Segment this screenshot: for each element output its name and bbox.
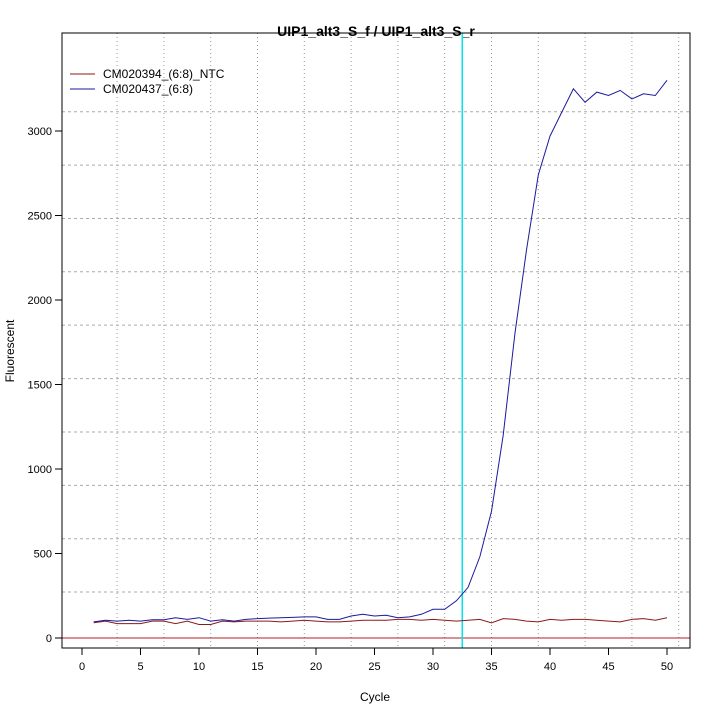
x-tick-label: 20 bbox=[310, 661, 322, 673]
y-tick-label: 3000 bbox=[28, 126, 52, 138]
x-tick-label: 35 bbox=[485, 661, 497, 673]
x-tick-label: 45 bbox=[602, 661, 614, 673]
chart-title: UIP1_alt3_S_f / UIP1_alt3_S_r bbox=[277, 23, 475, 39]
series-line-0 bbox=[93, 617, 668, 625]
y-tick-label: 0 bbox=[46, 633, 52, 645]
x-tick-label: 15 bbox=[251, 661, 263, 673]
y-tick-label: 2000 bbox=[28, 295, 52, 307]
x-tick-label: 5 bbox=[137, 661, 143, 673]
x-tick-label: 30 bbox=[427, 661, 439, 673]
legend-label-sample: CM020437_(6:8) bbox=[103, 82, 193, 96]
y-tick-label: 1000 bbox=[28, 464, 52, 476]
x-tick-label: 25 bbox=[368, 661, 380, 673]
series-line-1 bbox=[93, 79, 668, 623]
y-axis-label: Fluorescent bbox=[3, 319, 17, 382]
legend-label-ntc: CM020394_(6:8)_NTC bbox=[103, 67, 225, 81]
plot-frame bbox=[61, 32, 691, 649]
y-tick-label: 500 bbox=[34, 549, 52, 561]
x-tick-label: 10 bbox=[193, 661, 205, 673]
x-axis-label: Cycle bbox=[360, 690, 390, 704]
x-tick-label: 40 bbox=[544, 661, 556, 673]
x-tick-label: 0 bbox=[79, 661, 85, 673]
x-tick-label: 50 bbox=[661, 661, 673, 673]
y-tick-label: 1500 bbox=[28, 380, 52, 392]
y-tick-label: 2500 bbox=[28, 211, 52, 223]
legend: CM020394_(6:8)_NTC CM020437_(6:8) bbox=[70, 67, 225, 96]
